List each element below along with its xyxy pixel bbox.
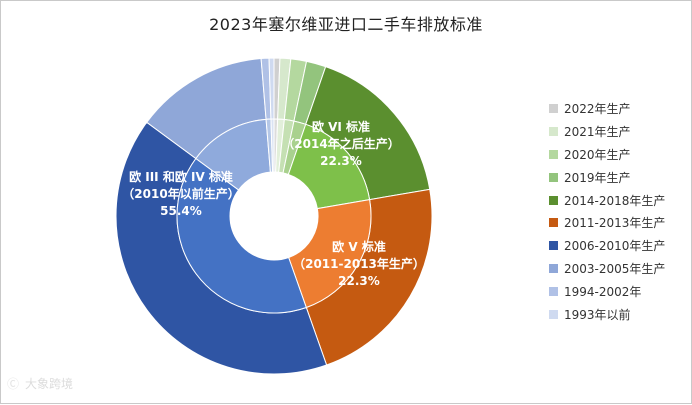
legend-label: 2003-2005年生产 [564, 262, 666, 277]
legend-label: 2014-2018年生产 [564, 193, 666, 208]
legend-swatch [549, 218, 558, 228]
legend-label: 2021年生产 [564, 124, 631, 139]
inner-label-3-line-3: 55.4% [160, 204, 202, 218]
legend-swatch [549, 309, 558, 319]
legend-label: 2019年生产 [564, 170, 631, 185]
legend-item: 2022年生产 [549, 97, 689, 120]
watermark-logo-icon: Ⓒ [7, 377, 20, 391]
legend-swatch [549, 172, 558, 182]
inner-label-2-line-2: （2011-2013年生产） [293, 256, 425, 271]
legend-label: 1994-2002年 [564, 285, 642, 300]
chart-legend: 2022年生产 2021年生产 2020年生产 2019年生产 2014-2018年生产… [549, 97, 689, 326]
inner-slice-2-1 [288, 199, 372, 309]
inner-label-2-line-1: 欧 V 标准 [332, 239, 386, 254]
legend-item: 1994-2002年 [549, 280, 689, 303]
inner-label-1-line-3: 22.3% [320, 154, 362, 168]
legend-item: 2014-2018年生产 [549, 189, 689, 212]
legend-item: 2021年生产 [549, 120, 689, 143]
inner-label-3-line-2: （2010年以前生产） [122, 186, 239, 201]
donut-chart: 欧 VI 标准 （2014年之后生产） 22.3% 欧 V 标准 （2011-2013年… [115, 57, 433, 375]
legend-swatch [549, 103, 558, 113]
inner-slice-3-1 [176, 157, 307, 314]
legend-swatch [549, 149, 558, 159]
legend-item: 1993年以前 [549, 303, 689, 326]
legend-swatch [549, 287, 558, 297]
legend-swatch [549, 241, 558, 251]
legend-label: 2011-2013年生产 [564, 216, 666, 231]
legend-item: 2006-2010年生产 [549, 234, 689, 257]
legend-swatch [549, 264, 558, 274]
legend-swatch [549, 195, 558, 205]
legend-item: 2020年生产 [549, 143, 689, 166]
inner-label-1-line-2: （2014年之后生产） [282, 136, 399, 151]
inner-slice-3-4 [270, 118, 275, 173]
legend-item: 2019年生产 [549, 166, 689, 189]
legend-label: 2020年生产 [564, 147, 631, 162]
watermark: Ⓒ 大象跨境 [7, 375, 73, 392]
legend-item: 2003-2005年生产 [549, 257, 689, 280]
legend-swatch [549, 126, 558, 136]
legend-label: 2006-2010年生产 [564, 239, 666, 254]
inner-label-1-line-1: 欧 VI 标准 [312, 119, 370, 134]
legend-label: 2022年生产 [564, 101, 631, 116]
legend-label: 1993年以前 [564, 307, 631, 322]
inner-label-2-line-3: 22.3% [338, 274, 380, 288]
chart-title: 2023年塞尔维亚进口二手车排放标准 [209, 15, 483, 34]
watermark-text: 大象跨境 [25, 377, 74, 391]
inner-label-3-line-1: 欧 III 和欧 IV 标准 [129, 169, 233, 184]
legend-item: 2011-2013年生产 [549, 211, 689, 234]
